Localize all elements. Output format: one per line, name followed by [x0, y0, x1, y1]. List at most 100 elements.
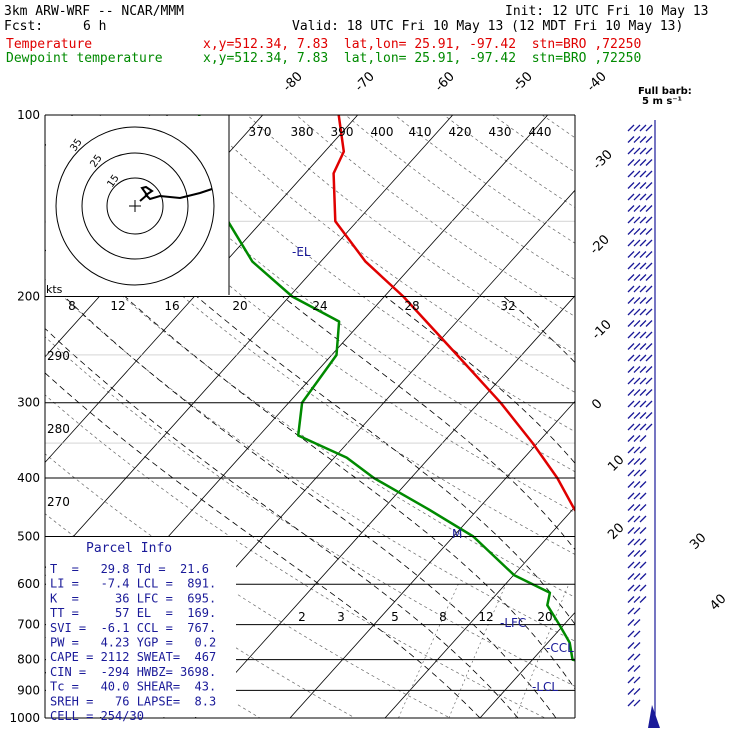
wind-barb — [627, 343, 635, 350]
wind-barb — [639, 354, 647, 362]
wind-barb — [633, 515, 641, 523]
wind-barb — [627, 573, 635, 580]
barb-key-title: Full barb: — [638, 86, 692, 97]
temperature-legend: Temperature — [6, 37, 93, 52]
wind-barb — [645, 377, 653, 385]
parcel-info-row: TT = 57 EL = 169. — [50, 606, 216, 620]
wind-barb — [645, 308, 653, 316]
isotherm-label: 20 — [605, 521, 627, 543]
wind-barb — [633, 607, 641, 615]
mixing-ratio-label: 32 — [500, 299, 515, 313]
temperature-trace — [332, 115, 575, 513]
wind-barb — [627, 596, 635, 603]
wind-barb — [633, 308, 641, 316]
isotherm — [45, 115, 358, 464]
wind-barb — [645, 331, 653, 339]
wind-barb — [639, 550, 647, 557]
wind-barb — [639, 515, 647, 523]
model-title: 3km ARW-WRF -- NCAR/MMM — [4, 4, 185, 19]
isotherm-label: -30 — [590, 147, 616, 173]
wind-barb — [633, 676, 641, 684]
wind-barb — [639, 527, 647, 534]
wind-barb — [627, 527, 635, 534]
wind-barb — [633, 584, 641, 592]
wind-barb — [645, 124, 653, 132]
pressure-label: 300 — [17, 396, 40, 410]
isotherm-label: -80 — [280, 69, 306, 95]
wind-barb — [645, 147, 653, 155]
mixing-ratio-label: 8 — [439, 610, 447, 624]
isotherm-label: -50 — [510, 69, 536, 95]
wind-barb — [627, 538, 635, 546]
wind-barb — [633, 630, 641, 638]
pressure-label: 600 — [17, 577, 40, 591]
wind-barb — [639, 308, 647, 316]
wind-barb — [627, 124, 635, 132]
wind-barb — [633, 619, 641, 626]
wind-barb — [633, 653, 641, 661]
dry-adiabat-label: 290 — [47, 349, 70, 363]
wind-barb — [639, 596, 647, 603]
wind-barb — [627, 170, 635, 178]
wind-barb — [633, 251, 641, 258]
wind-barb — [627, 182, 635, 189]
wind-barb — [633, 573, 641, 580]
wind-barb — [645, 320, 653, 327]
wind-barb — [645, 216, 653, 224]
wind-barb — [639, 239, 647, 247]
mixing-ratio-line — [398, 584, 459, 718]
wind-barb — [633, 216, 641, 224]
pressure-label: 800 — [17, 653, 40, 667]
isotherm-label: 40 — [707, 592, 729, 614]
isotherm-label: 30 — [687, 531, 709, 553]
wind-barb — [639, 320, 647, 327]
wind-barb — [627, 412, 635, 419]
hodograph-ring — [106, 177, 164, 235]
moist-adiabat — [45, 327, 519, 718]
dry-adiabat — [591, 115, 740, 731]
hodograph-trace — [139, 185, 213, 202]
wind-barb — [645, 182, 653, 189]
wind-barb — [627, 676, 635, 684]
hodograph-units: kts — [46, 283, 63, 296]
wind-barb — [627, 688, 635, 695]
dry-adiabat — [45, 221, 575, 598]
wind-barb — [627, 389, 635, 396]
theta-label: 430 — [489, 125, 512, 139]
wind-barb — [633, 377, 641, 385]
mixing-ratio-label: 12 — [110, 299, 125, 313]
wind-barb — [645, 159, 653, 166]
wind-barb — [627, 193, 635, 201]
wind-barb — [627, 561, 635, 569]
wind-barb — [633, 561, 641, 569]
wind-barb — [645, 239, 653, 247]
wind-barb — [645, 412, 653, 419]
dry-adiabat — [148, 115, 575, 433]
pressure-label: 400 — [17, 471, 40, 485]
wind-barb — [639, 492, 647, 500]
wind-barb — [633, 274, 641, 281]
wind-barb — [639, 285, 647, 293]
forecast-hour: 6 h — [83, 19, 107, 34]
forecast-label: Fcst: — [4, 19, 44, 34]
wind-barb — [639, 458, 647, 465]
wind-barb — [633, 170, 641, 178]
wind-barb — [627, 205, 635, 212]
wind-barb — [627, 274, 635, 281]
wind-barb — [627, 377, 635, 385]
wind-barb — [633, 331, 641, 339]
theta-label: 390 — [331, 125, 354, 139]
annotation-m: M — [452, 527, 462, 541]
pressure-label: 700 — [17, 618, 40, 632]
wind-barb — [645, 170, 653, 178]
parcel-info-row: CAPE = 2112 SWEAT= 467 — [50, 650, 216, 664]
moist-adiabat — [625, 297, 740, 719]
wind-barb — [645, 297, 653, 304]
parcel-info-row: K = 36 LFC = 695. — [50, 591, 216, 605]
wind-barb — [645, 366, 653, 373]
isotherm-label: -70 — [352, 69, 378, 95]
wind-barb — [627, 458, 635, 465]
wind-barb — [633, 389, 641, 396]
wind-barb — [639, 343, 647, 350]
wind-barb — [639, 400, 647, 408]
